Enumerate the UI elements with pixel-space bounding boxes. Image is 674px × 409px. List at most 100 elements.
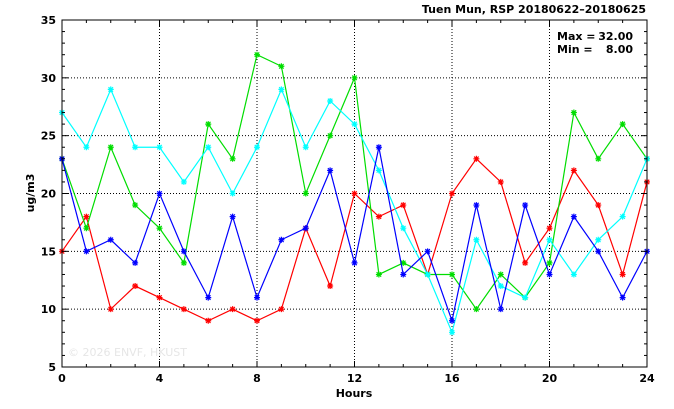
data-point [132,202,139,209]
data-point [254,51,260,58]
x-tick-label: 0 [58,372,66,385]
y-tick-label: 5 [48,361,56,374]
x-tick-label: 20 [542,372,558,385]
y-tick-label: 25 [41,130,56,143]
data-point [327,132,334,139]
stat-min-value: 8.00 [606,43,633,56]
data-point [205,317,212,324]
data-point [400,225,407,232]
x-tick-label: 8 [253,372,261,385]
data-point [132,259,139,266]
data-point [546,271,553,278]
data-point [132,283,139,290]
data-point [83,248,90,255]
data-point [375,271,382,278]
y-tick-label: 30 [41,72,57,85]
data-point [180,259,187,266]
data-point [180,306,187,313]
data-point [180,248,187,255]
data-point [522,294,529,301]
data-point [132,144,139,151]
data-point [619,271,626,278]
data-point [302,144,309,151]
data-point [254,294,260,301]
data-point [619,213,626,220]
data-point [327,167,334,174]
data-point [302,225,309,232]
x-tick-label: 24 [639,372,655,385]
data-point [278,63,285,70]
data-point [107,306,114,313]
data-point [229,306,236,313]
data-point [522,202,529,209]
x-tick-label: 12 [347,372,362,385]
data-point [400,271,407,278]
stat-max-value: 32.00 [598,30,633,43]
data-point [595,202,602,209]
data-point [375,213,382,220]
data-point [473,202,480,209]
data-point [351,74,358,81]
data-point [229,190,236,197]
data-point [156,225,163,232]
data-point [83,225,90,232]
data-point [473,306,480,313]
data-point [107,144,114,151]
data-point [497,306,504,313]
data-point [424,271,431,278]
data-point [107,86,114,93]
data-point [570,109,577,116]
data-point [351,259,358,266]
data-point [473,155,480,162]
data-point [351,190,358,197]
data-point [375,144,382,151]
data-point [473,236,480,243]
x-axis-label: Hours [336,387,373,400]
x-tick-label: 16 [444,372,460,385]
data-point [229,155,236,162]
data-point [449,329,455,336]
data-point [375,167,382,174]
series-3 [59,86,650,336]
data-point [205,294,212,301]
data-point [449,271,455,278]
data-point [595,236,602,243]
data-point [497,271,504,278]
data-point [570,213,577,220]
data-point [278,236,285,243]
data-point [205,121,212,128]
data-point [595,155,602,162]
watermark: © 2026 ENVF, HKUST [68,346,187,359]
data-point [619,121,626,128]
chart-title: Tuen Mun, RSP 20180622–20180625 [422,3,646,16]
data-point [156,144,163,151]
y-axis-label: ug/m3 [24,174,37,213]
data-point [400,259,407,266]
data-point [546,259,553,266]
y-tick-label: 15 [41,245,56,258]
data-point [595,248,602,255]
y-tick-label: 10 [41,303,57,316]
series-layer [59,51,650,336]
x-tick-label: 4 [156,372,164,385]
data-point [497,283,504,290]
data-point [107,236,114,243]
data-point [302,190,309,197]
data-point [229,213,236,220]
data-point [327,283,334,290]
data-point [254,317,260,324]
data-point [83,213,90,220]
data-point [400,202,407,209]
axis-ticks: 0 4 8 12 16 20 24 5 10 15 20 25 30 35 [41,14,655,385]
data-point [278,86,285,93]
data-point [449,190,455,197]
data-point [351,121,358,128]
series-2 [59,51,650,313]
data-point [619,294,626,301]
data-point [205,144,212,151]
data-point [522,259,529,266]
data-point [327,97,334,104]
data-point [570,271,577,278]
data-point [83,144,90,151]
